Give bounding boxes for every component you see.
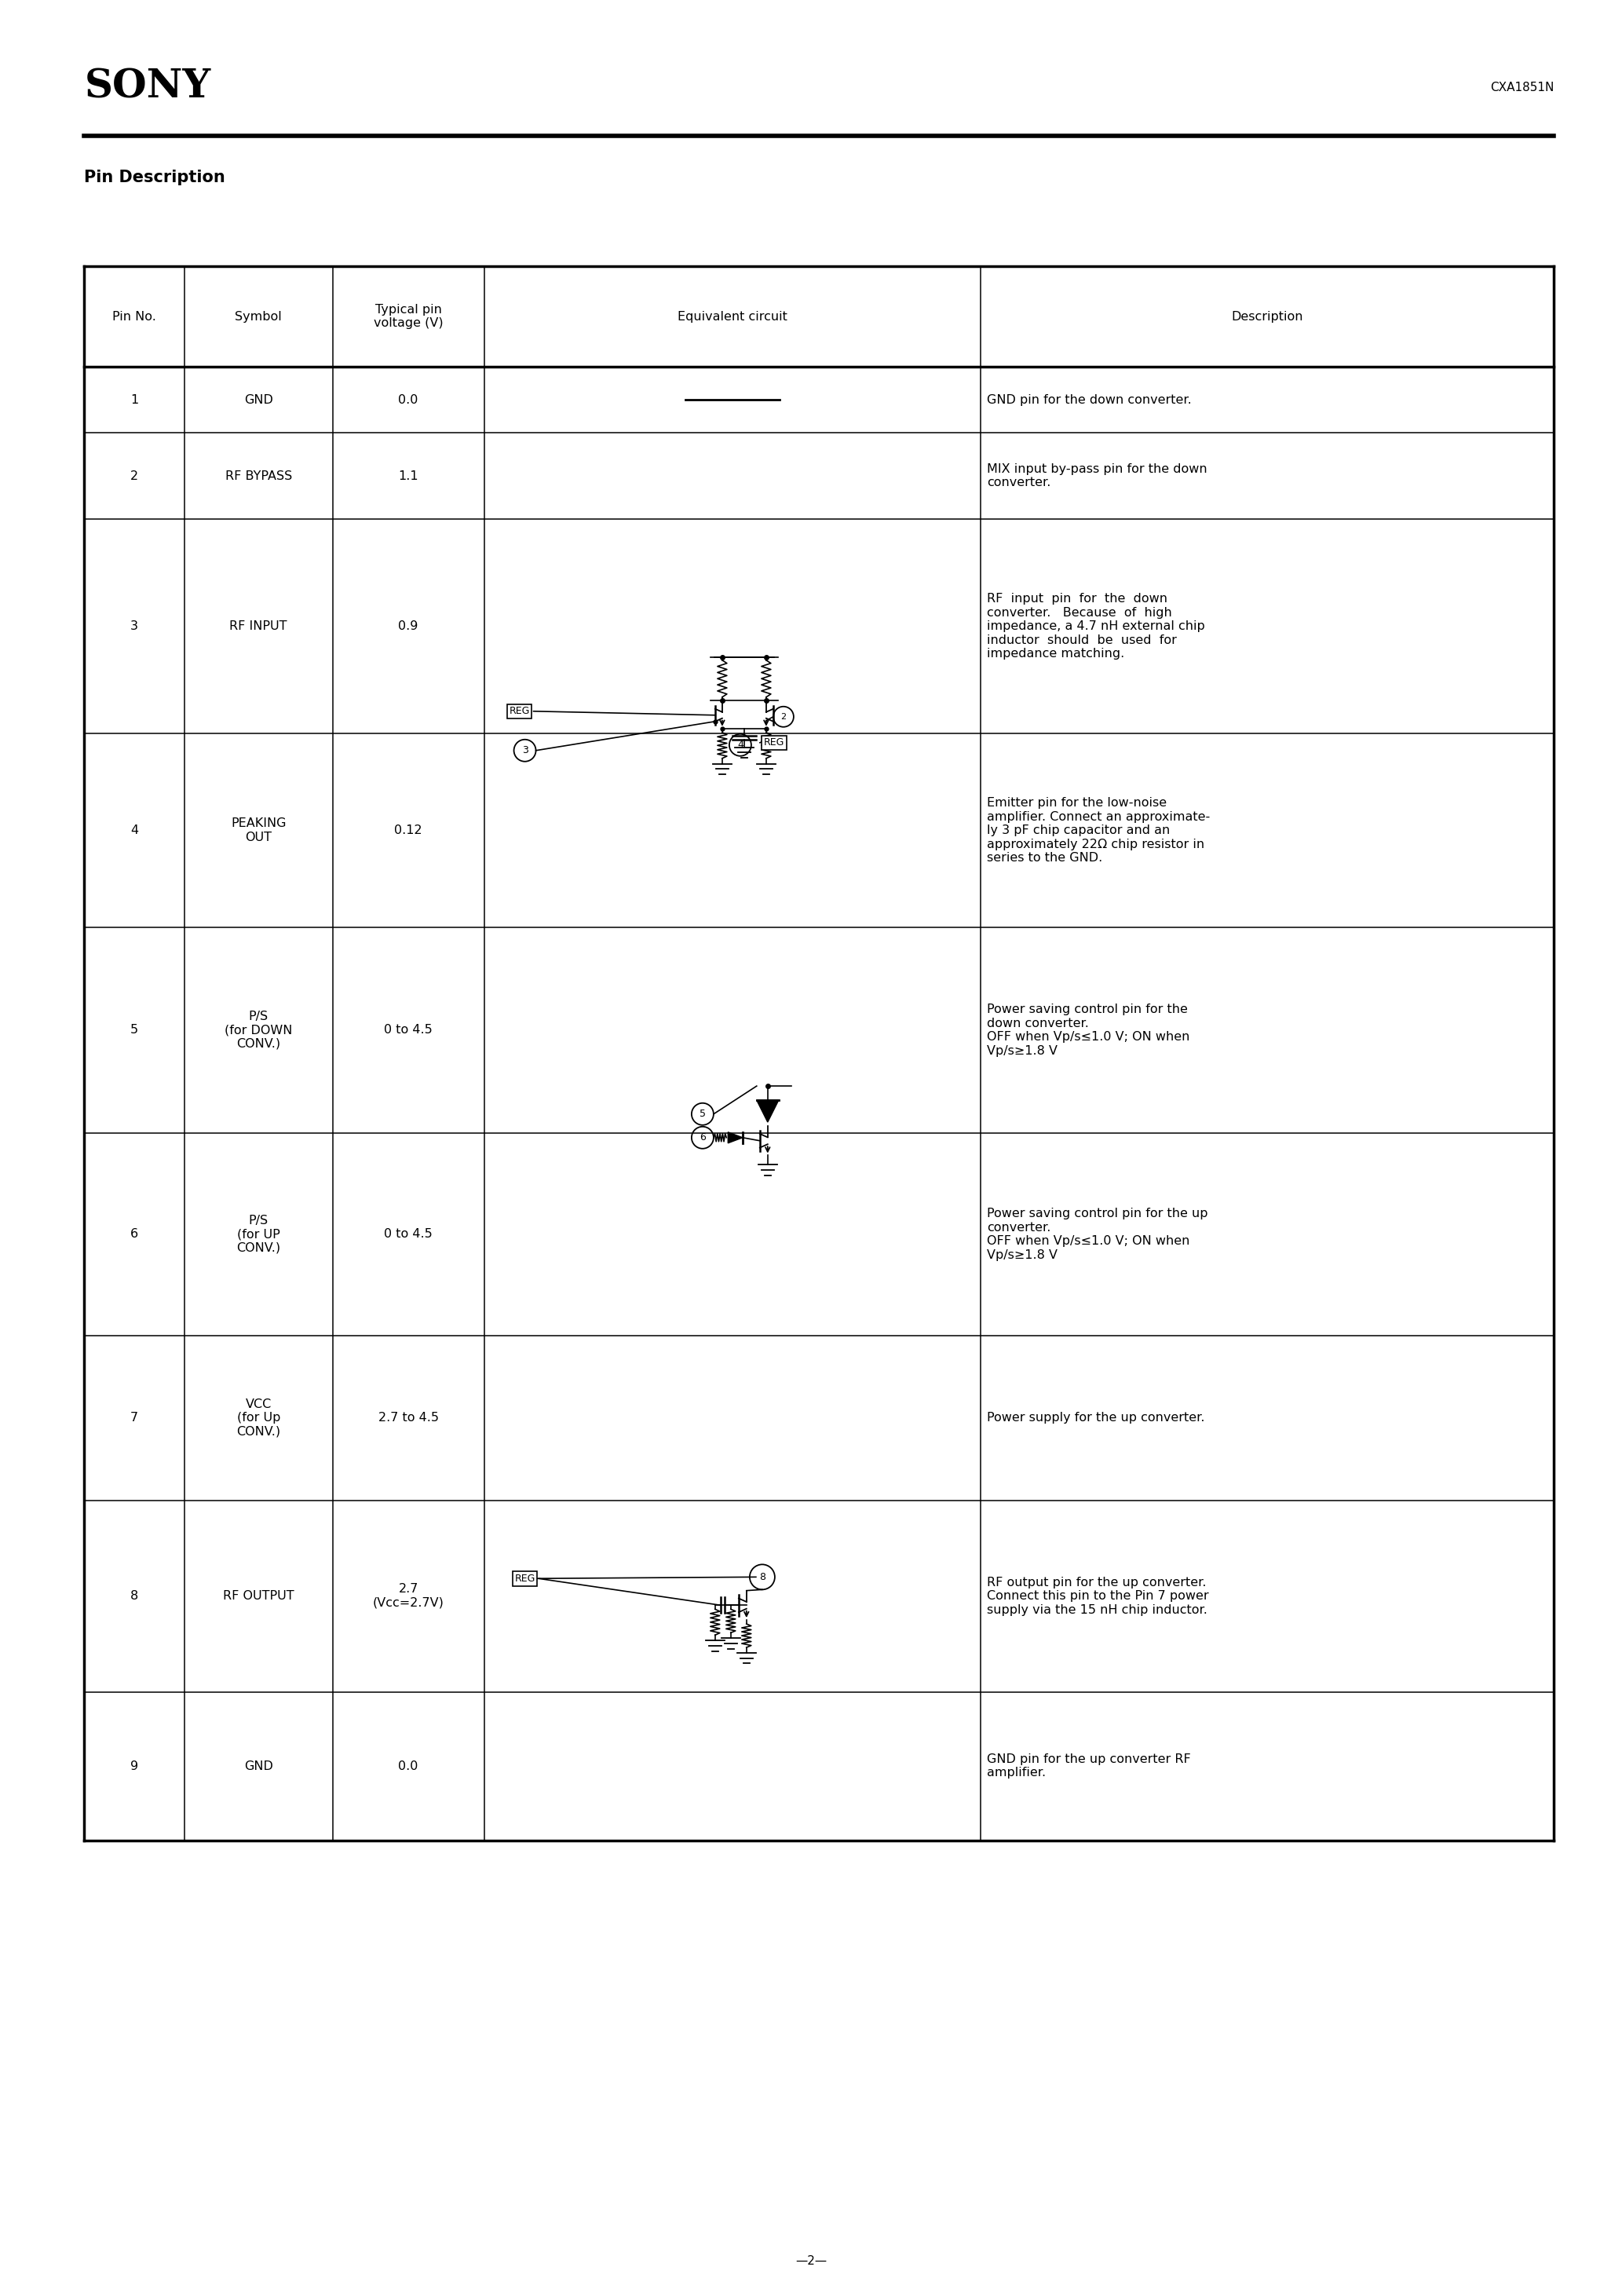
Text: REG: REG <box>509 707 530 716</box>
Text: Power supply for the up converter.: Power supply for the up converter. <box>988 1412 1205 1424</box>
Text: VCC
(for Up
CONV.): VCC (for Up CONV.) <box>237 1398 281 1437</box>
Text: 1: 1 <box>130 395 138 406</box>
Text: 3: 3 <box>522 746 529 755</box>
Text: 5: 5 <box>130 1024 138 1035</box>
Text: RF output pin for the up converter.
Connect this pin to the Pin 7 power
supply v: RF output pin for the up converter. Conn… <box>988 1577 1208 1616</box>
Text: Pin Description: Pin Description <box>84 170 225 186</box>
Text: Power saving control pin for the
down converter.
OFF when Vp/s≤1.0 V; ON when
Vp: Power saving control pin for the down co… <box>988 1003 1191 1056</box>
Text: 0 to 4.5: 0 to 4.5 <box>384 1024 433 1035</box>
Text: 2.7
(Vcc=2.7V): 2.7 (Vcc=2.7V) <box>373 1584 444 1609</box>
Polygon shape <box>757 1100 779 1123</box>
Text: 1.1: 1.1 <box>399 471 418 482</box>
Text: Power saving control pin for the up
converter.
OFF when Vp/s≤1.0 V; ON when
Vp/s: Power saving control pin for the up conv… <box>988 1208 1208 1261</box>
Text: 0.0: 0.0 <box>399 395 418 406</box>
Text: MIX input by-pass pin for the down
converter.: MIX input by-pass pin for the down conve… <box>988 464 1207 489</box>
Text: RF OUTPUT: RF OUTPUT <box>222 1591 294 1603</box>
Text: 4: 4 <box>130 824 138 836</box>
Text: Emitter pin for the low-noise
amplifier. Connect an approximate-
ly 3 pF chip ca: Emitter pin for the low-noise amplifier.… <box>988 797 1210 863</box>
Text: GND: GND <box>243 1761 272 1773</box>
Text: Equivalent circuit: Equivalent circuit <box>678 310 787 321</box>
Text: GND pin for the up converter RF
amplifier.: GND pin for the up converter RF amplifie… <box>988 1754 1191 1779</box>
Text: 2: 2 <box>130 471 138 482</box>
Text: RF BYPASS: RF BYPASS <box>225 471 292 482</box>
Text: 3: 3 <box>130 620 138 631</box>
Text: SONY: SONY <box>84 69 211 106</box>
Text: GND: GND <box>243 395 272 406</box>
Text: 5: 5 <box>699 1109 706 1118</box>
Text: 8: 8 <box>130 1591 138 1603</box>
Text: 0.0: 0.0 <box>399 1761 418 1773</box>
Text: P/S
(for UP
CONV.): P/S (for UP CONV.) <box>237 1215 281 1254</box>
Text: 6: 6 <box>699 1132 706 1143</box>
Text: CXA1851N: CXA1851N <box>1491 80 1554 94</box>
Text: Symbol: Symbol <box>235 310 282 321</box>
Text: RF  input  pin  for  the  down
converter.   Because  of  high
impedance, a 4.7 n: RF input pin for the down converter. Bec… <box>988 592 1205 659</box>
Text: P/S
(for DOWN
CONV.): P/S (for DOWN CONV.) <box>224 1010 292 1049</box>
Text: Description: Description <box>1231 310 1302 321</box>
Text: 2: 2 <box>780 712 787 721</box>
Text: REG: REG <box>764 737 785 748</box>
Text: 0 to 4.5: 0 to 4.5 <box>384 1228 433 1240</box>
Text: PEAKING
OUT: PEAKING OUT <box>230 817 285 843</box>
Text: RF INPUT: RF INPUT <box>230 620 287 631</box>
Text: 9: 9 <box>130 1761 138 1773</box>
Text: GND pin for the down converter.: GND pin for the down converter. <box>988 395 1192 406</box>
Text: REG: REG <box>514 1573 535 1584</box>
Text: 0.9: 0.9 <box>399 620 418 631</box>
Text: 0.12: 0.12 <box>394 824 422 836</box>
Polygon shape <box>728 1132 743 1143</box>
Text: 6: 6 <box>130 1228 138 1240</box>
Text: 2.7 to 4.5: 2.7 to 4.5 <box>378 1412 438 1424</box>
Text: —2—: —2— <box>795 2255 827 2266</box>
Text: Typical pin
voltage (V): Typical pin voltage (V) <box>373 303 443 328</box>
Text: 4: 4 <box>736 739 743 751</box>
Text: Pin No.: Pin No. <box>112 310 156 321</box>
Text: 8: 8 <box>759 1573 766 1582</box>
Text: 7: 7 <box>130 1412 138 1424</box>
